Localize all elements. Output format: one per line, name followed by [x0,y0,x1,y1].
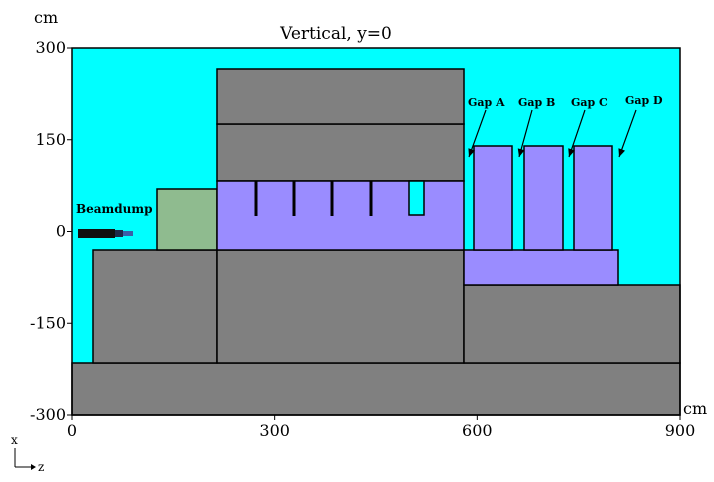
y-tick-label: 300 [35,38,66,57]
y-tick-label: -300 [30,405,66,424]
concrete-block-left [92,249,218,364]
iron-plate-1 [473,145,513,251]
concrete-shield-upper [216,68,465,125]
y-tick-label: 0 [56,222,66,241]
beamdump-neck [115,230,123,237]
iron-shield-main [216,180,465,251]
gap-arrowhead [517,148,525,157]
concrete-block-right [463,284,681,364]
gap-arrowhead [468,148,476,157]
gap-arrow [618,109,637,158]
diagram-title: Vertical, y=0 [279,24,392,44]
unit-label-right: cm [683,399,707,418]
axis-indicator-x-label: x [11,433,18,447]
x-tick-label: 300 [259,421,290,440]
x-tick-label: 600 [462,421,493,440]
gap-label: Gap D [625,94,663,107]
gap-arrow [568,109,586,158]
gap-arrow [468,109,487,158]
gap-label: Gap B [518,96,555,109]
beamdump-body [78,229,115,238]
floor-slab [71,362,681,416]
axis-indicator-z-label: z [38,460,44,474]
gap-arrowhead [568,148,575,157]
gap-label: Gap A [468,96,505,109]
iron-plate-2 [523,145,564,251]
green-block [156,188,218,251]
iron-base [463,249,619,286]
beamdump-label: Beamdump [76,202,152,216]
detector-cavity [408,180,425,216]
beamdump-tip [123,231,133,236]
x-tick-label: 900 [665,421,696,440]
unit-label-top: cm [34,8,58,27]
concrete-shield-lower [216,123,465,182]
x-tick-label: 0 [67,421,77,440]
gap-label: Gap C [571,96,608,109]
axis-indicator-arrowhead [31,464,36,470]
iron-plate-3 [573,145,613,251]
gap-arrowhead [618,148,626,157]
y-tick-label: -150 [30,313,66,332]
y-tick-label: 150 [35,130,66,149]
gap-arrow [518,109,533,158]
concrete-block-middle [216,249,465,364]
